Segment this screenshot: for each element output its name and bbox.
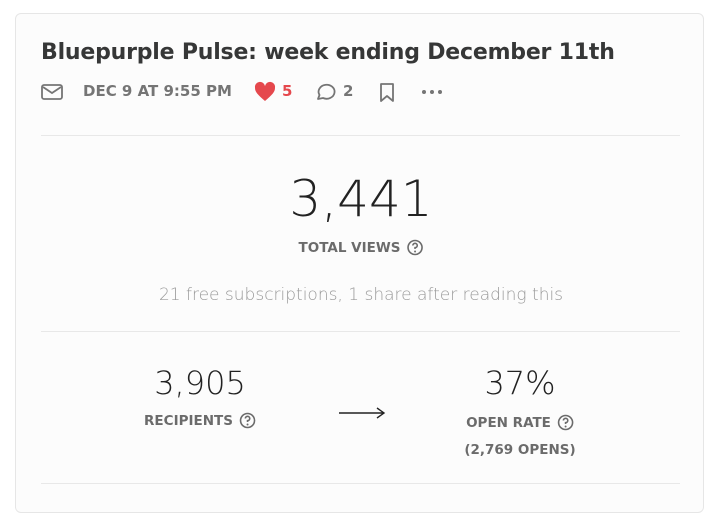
email-icon: [41, 84, 63, 100]
page: Bluepurple Pulse: week ending December 1…: [15, 13, 704, 513]
more-button[interactable]: [420, 84, 444, 100]
post-date: DEC 9 AT 9:55 PM: [83, 82, 232, 100]
bookmark-button[interactable]: [376, 81, 398, 103]
help-icon[interactable]: [239, 412, 256, 429]
divider: [41, 135, 680, 136]
like-count: 5: [282, 82, 293, 100]
recipients: 3,905: [154, 364, 246, 402]
views-note: 21 free subscriptions, 1 share after rea…: [158, 285, 564, 305]
total-views: 3,441: [289, 170, 433, 228]
divider: [41, 331, 680, 332]
help-icon[interactable]: [406, 239, 423, 256]
label-text: RECIPIENTS: [144, 412, 233, 429]
arrow: [339, 407, 386, 419]
recipients-label: RECIPIENTS: [144, 412, 256, 429]
divider: [41, 483, 680, 484]
comment-count: 2: [343, 82, 354, 100]
label-text: TOTAL VIEWS: [298, 239, 401, 256]
post-stats-card: Bluepurple Pulse: week ending December 1…: [15, 13, 704, 513]
open-rate-label: OPEN RATE: [466, 414, 574, 431]
comment-button[interactable]: [314, 81, 338, 103]
opens-count: (2,769 OPENS): [464, 442, 576, 458]
like-button[interactable]: [253, 81, 277, 103]
total-views-label: TOTAL VIEWS: [299, 239, 424, 256]
post-title[interactable]: Bluepurple Pulse: week ending December 1…: [41, 40, 615, 65]
label-text: OPEN RATE: [466, 414, 551, 431]
help-icon[interactable]: [557, 414, 574, 431]
open-rate: 37%: [484, 364, 556, 402]
